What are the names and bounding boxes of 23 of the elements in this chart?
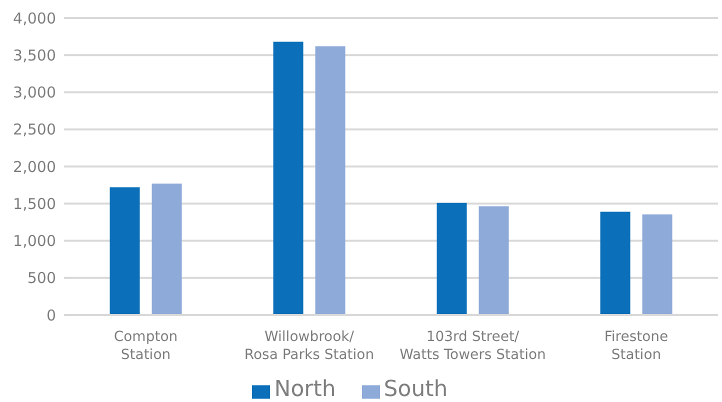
bar xyxy=(110,187,140,315)
bar xyxy=(315,46,346,315)
y-tick-label: 1,000 xyxy=(13,232,56,250)
bar xyxy=(273,42,304,315)
x-tick-label: Compton Station xyxy=(114,329,178,364)
bar xyxy=(600,212,630,315)
y-tick-label: 1,500 xyxy=(13,194,56,213)
y-tick-label: 3,500 xyxy=(13,46,56,64)
y-tick-label: 0 xyxy=(46,306,56,324)
bar xyxy=(436,202,467,315)
legend-label: South xyxy=(384,377,448,402)
x-tick-label: Willowbrook/ Rosa Parks Station xyxy=(244,329,374,364)
y-tick-label: 500 xyxy=(27,269,56,288)
bar xyxy=(478,206,509,315)
x-tick-label: 103rd Street/ Watts Towers Station xyxy=(400,329,546,364)
bar xyxy=(642,214,672,315)
y-tick-label: 2,500 xyxy=(13,120,56,139)
legend-label: North xyxy=(274,377,336,402)
y-tick-label: 4,000 xyxy=(13,9,56,28)
x-tick-label: Firestone Station xyxy=(604,329,668,364)
y-tick-label: 3,000 xyxy=(13,84,56,102)
y-tick-label: 2,000 xyxy=(13,158,56,176)
bar xyxy=(152,184,182,315)
